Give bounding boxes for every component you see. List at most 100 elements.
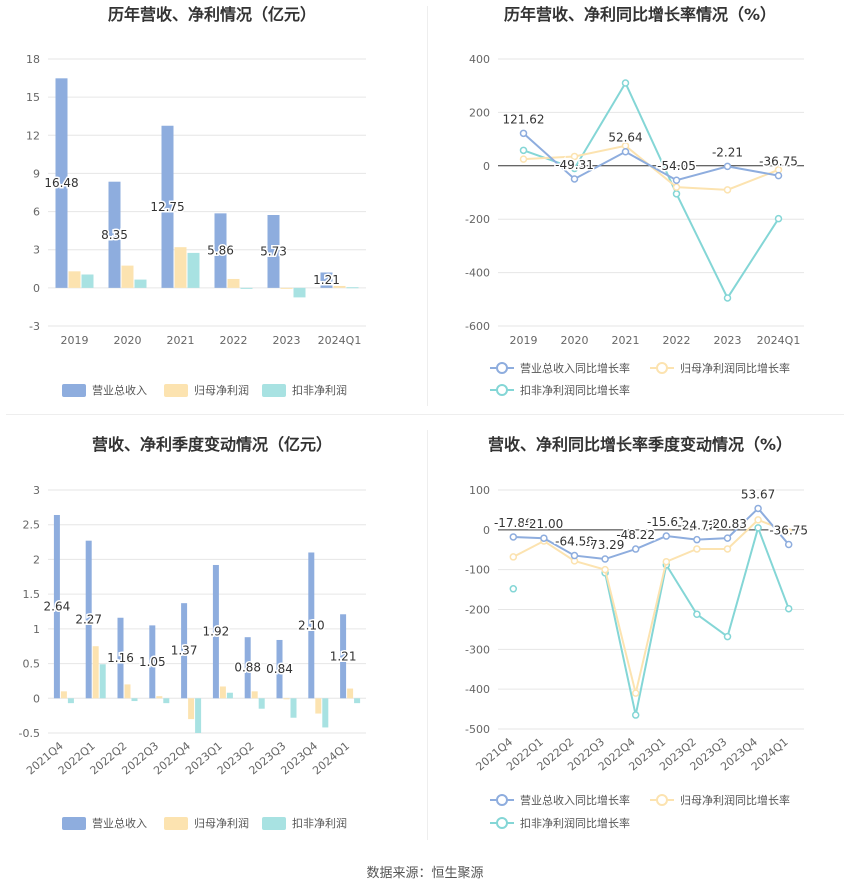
legend-swatch-icon	[262, 384, 286, 397]
data-label: 1.05	[139, 655, 166, 669]
point-营业总收入同比增长率-2021Q4	[509, 533, 518, 541]
legend-swatch-icon	[164, 384, 188, 397]
bar-扣非净利润-2024Q1	[354, 698, 361, 704]
data-label: 1.21	[330, 649, 357, 663]
bar-营业总收入-2022Q1	[85, 540, 92, 699]
point-营业总收入同比增长率-2022Q4	[631, 545, 640, 553]
y-tick-label: 100	[469, 484, 490, 497]
bar-归母净利润-2022Q4	[188, 698, 195, 720]
data-label: 2.27	[75, 612, 102, 626]
bar-营业总收入-2023	[267, 215, 280, 288]
x-tick-label: 2024Q1	[757, 334, 801, 347]
legend-marker-icon	[496, 384, 508, 396]
bar-归母净利润-2022	[227, 278, 240, 288]
bar-归母净利润-2024Q1	[333, 285, 346, 288]
bar-扣非净利润-2021	[187, 252, 200, 288]
bar-扣非净利润-2023Q1	[226, 692, 233, 699]
series-line-归母净利润同比增长率	[512, 518, 790, 694]
y-tick-label: 15	[26, 91, 40, 104]
bar-营业总收入-2024Q1	[320, 272, 333, 288]
data-label: -73.29	[586, 538, 625, 552]
bar-扣非净利润-2022	[240, 287, 253, 289]
data-label: 53.67	[741, 487, 775, 501]
y-tick-label: -600	[465, 320, 490, 333]
y-tick-label: 2.5	[23, 519, 41, 532]
bar-扣非净利润-2023	[293, 287, 306, 298]
point-归母净利润同比增长率-2022	[672, 183, 681, 191]
y-tick-label: 1.5	[23, 588, 41, 601]
data-label: -54.05	[657, 159, 696, 173]
x-tick-label: 2020	[561, 334, 589, 347]
point-营业总收入同比增长率-2022Q1	[540, 534, 548, 542]
point-归母净利润同比增长率-2023Q2	[693, 545, 701, 553]
legend-label: 营业总收入	[92, 383, 147, 397]
bar-营业总收入-2023Q2	[244, 637, 251, 699]
legend-marker-icon	[656, 794, 668, 806]
legend-label: 归母净利润	[194, 816, 249, 830]
bar-归母净利润-2024Q1	[347, 688, 354, 699]
data-label: 121.62	[503, 112, 545, 126]
bar-归母净利润-2022Q2	[124, 684, 131, 699]
y-tick-label: 0	[483, 160, 490, 173]
data-label: 0.88	[234, 661, 261, 675]
point-扣非净利润同比增长率-2023Q4	[754, 524, 762, 532]
point-归母净利润同比增长率-2019	[519, 155, 528, 163]
point-归母净利润同比增长率-2023	[723, 186, 732, 194]
point-归母净利润同比增长率-2023Q4	[754, 516, 762, 524]
point-营业总收入同比增长率-2023Q1	[662, 532, 671, 540]
bar-营业总收入-2022Q3	[149, 625, 156, 699]
legend-label: 归母净利润同比增长率	[680, 793, 790, 807]
y-tick-label: -3	[29, 320, 40, 333]
point-归母净利润同比增长率-2024Q1	[784, 528, 793, 536]
legend-swatch-icon	[262, 817, 286, 830]
point-扣非净利润同比增长率-2021Q4	[509, 585, 518, 593]
legend-label: 营业总收入	[92, 816, 147, 830]
chart-title: 营收、净利季度变动情况（亿元）	[92, 435, 332, 454]
data-label: -49.31	[555, 158, 594, 172]
data-label: 5.73	[260, 244, 287, 258]
y-tick-label: 0.5	[23, 658, 41, 671]
data-label: -2.21	[712, 145, 743, 159]
point-营业总收入同比增长率-2023Q4	[754, 504, 762, 513]
legend-marker-icon	[496, 817, 508, 829]
point-扣非净利润同比增长率-2023	[723, 294, 732, 302]
data-label: 2.10	[298, 618, 325, 632]
point-归母净利润同比增长率-2021Q4	[509, 553, 518, 561]
quarterly-growth-rate-chart: 营收、净利同比增长率季度变动情况（%） -500 -400 -300 -200 -100 0…	[465, 435, 810, 830]
x-tick-label: 2019	[61, 334, 89, 347]
point-扣非净利润同比增长率-2023Q2	[693, 610, 701, 619]
y-tick-label: -400	[465, 267, 490, 280]
bar-归母净利润-2023Q4	[315, 698, 322, 714]
bar-营业总收入-2019	[55, 78, 68, 288]
point-扣非净利润同比增长率-2022Q4	[631, 711, 640, 719]
x-tick-label: 2022	[220, 334, 248, 347]
point-营业总收入同比增长率-2022Q3	[601, 555, 609, 563]
bar-归母净利润-2021	[174, 247, 187, 288]
legend-label: 营业总收入同比增长率	[520, 793, 630, 807]
bar-归母净利润-2023Q1	[219, 686, 226, 699]
series-line-营业总收入同比增长率	[513, 506, 790, 561]
bar-归母净利润-2023Q2	[251, 691, 258, 699]
y-tick-label: 12	[26, 129, 40, 142]
bar-营业总收入-2022	[214, 213, 227, 288]
point-营业总收入同比增长率-2023	[723, 162, 732, 171]
bar-扣非净利润-2022Q4	[195, 698, 202, 733]
point-营业总收入同比增长率-2020	[570, 175, 579, 183]
data-label: -17.86	[494, 516, 533, 530]
y-tick-label: 2	[33, 553, 40, 566]
x-tick-label: 2021	[167, 334, 195, 347]
y-tick-label: 3	[33, 484, 40, 497]
x-tick-label: 2024Q1	[318, 334, 362, 347]
legend-label: 归母净利润同比增长率	[680, 361, 790, 375]
point-归母净利润同比增长率-2023Q3	[723, 545, 732, 553]
bar-归母净利润-2022Q1	[92, 646, 99, 699]
point-营业总收入同比增长率-2024Q1	[774, 171, 783, 180]
point-扣非净利润同比增长率-2024Q1	[784, 604, 793, 613]
data-label: 52.64	[608, 131, 642, 145]
legend-swatch-icon	[164, 817, 188, 830]
point-扣非净利润同比增长率-2021	[621, 79, 630, 87]
bar-营业总收入-2021Q4	[53, 514, 60, 699]
point-营业总收入同比增长率-2023Q3	[723, 534, 732, 542]
y-tick-label: 18	[26, 53, 40, 66]
data-label: -24.72	[678, 519, 717, 533]
